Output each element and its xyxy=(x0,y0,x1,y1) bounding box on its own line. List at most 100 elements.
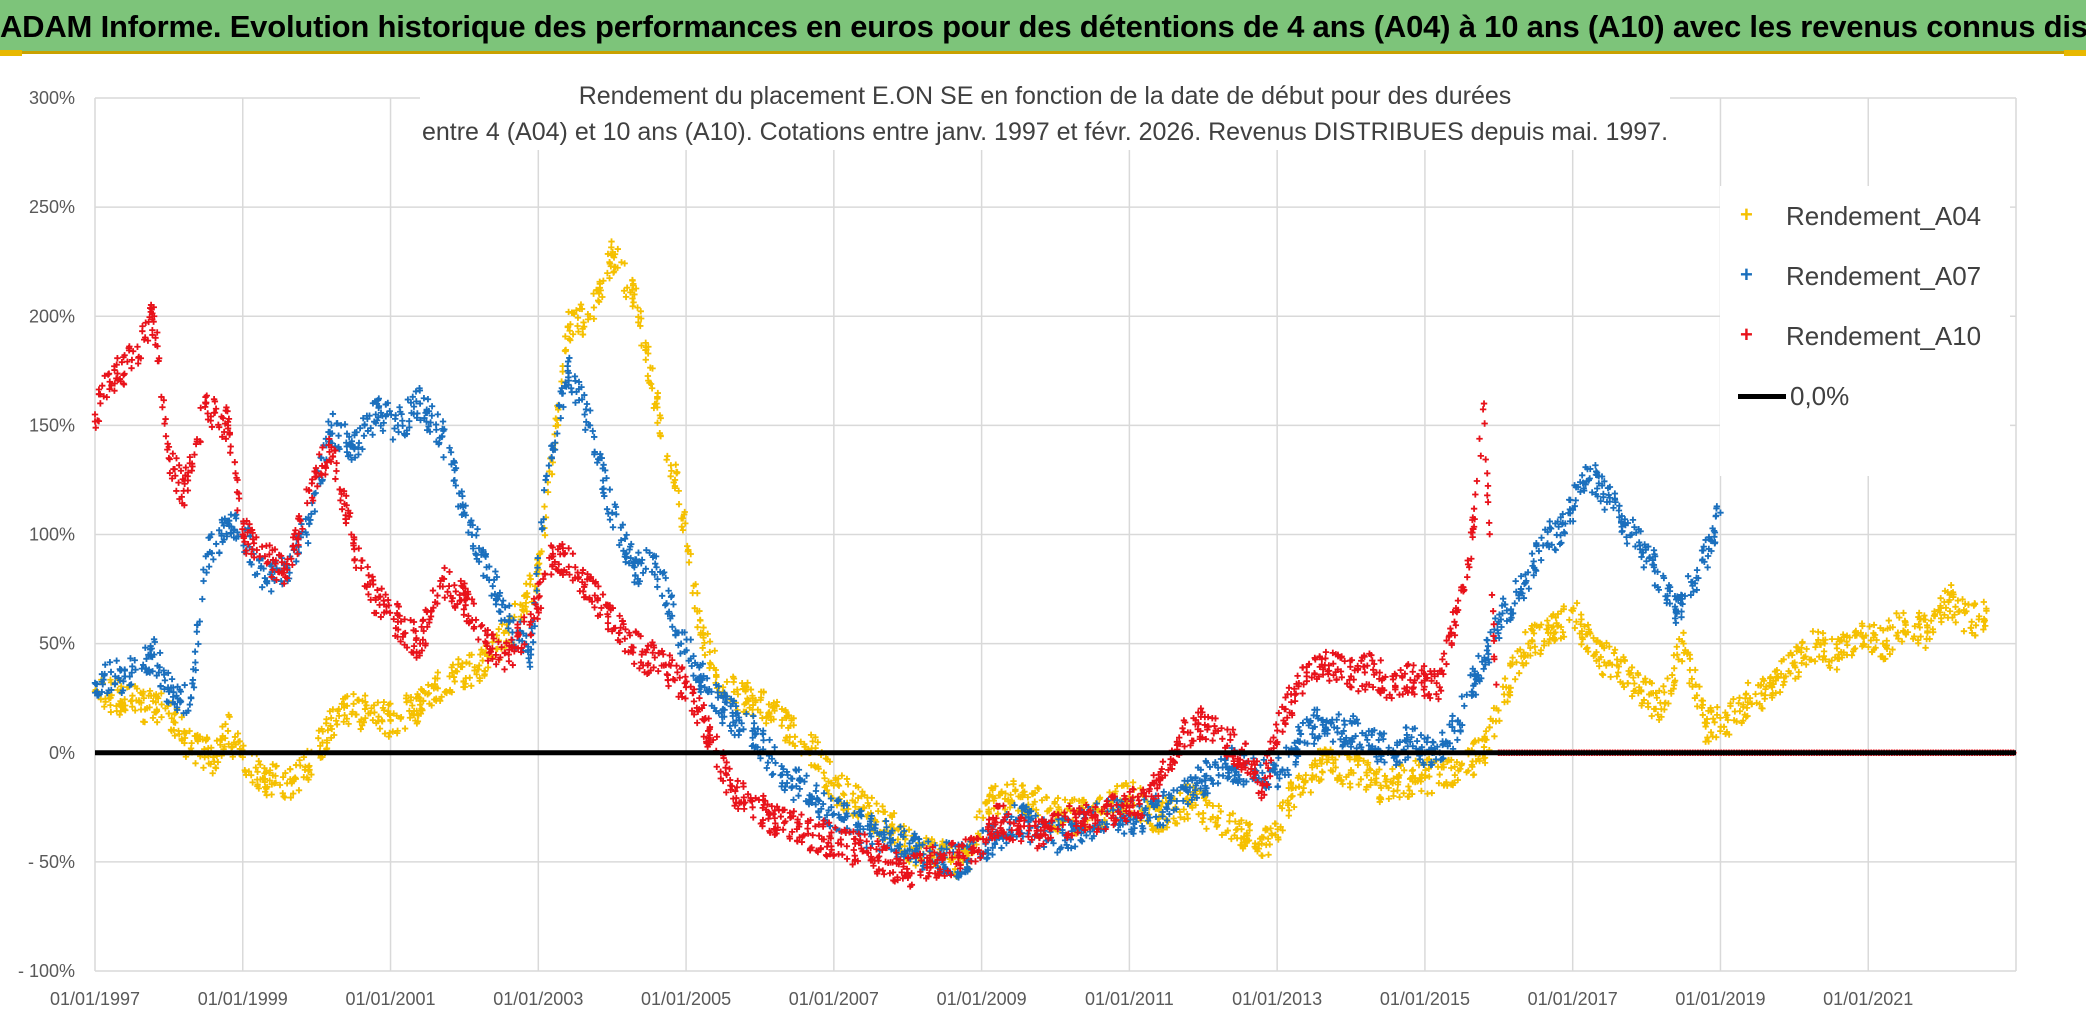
data-point xyxy=(1550,630,1558,637)
data-point xyxy=(1093,800,1100,807)
data-point xyxy=(793,782,800,790)
data-point xyxy=(573,388,580,396)
x-tick-label: 01/01/2015 xyxy=(1380,989,1470,1009)
data-point xyxy=(768,771,776,778)
data-point xyxy=(141,336,148,343)
data-point xyxy=(1297,730,1305,738)
data-point xyxy=(627,289,634,296)
data-point xyxy=(982,800,989,807)
data-point xyxy=(630,299,637,306)
data-point xyxy=(677,689,685,697)
data-point xyxy=(1189,791,1197,799)
data-point xyxy=(852,856,859,863)
data-point xyxy=(460,683,467,691)
data-point xyxy=(1408,767,1416,775)
data-point xyxy=(1163,824,1171,831)
data-point xyxy=(1546,524,1554,531)
data-point xyxy=(580,323,588,330)
data-point xyxy=(397,618,405,625)
data-point xyxy=(385,701,392,709)
data-point xyxy=(719,719,726,727)
data-point xyxy=(782,734,790,741)
data-point xyxy=(694,590,701,597)
data-point xyxy=(771,831,778,838)
data-point xyxy=(325,428,332,436)
data-point xyxy=(369,431,376,438)
data-point xyxy=(269,761,276,768)
data-point xyxy=(1735,699,1742,707)
data-point xyxy=(263,785,270,792)
data-point xyxy=(438,433,445,441)
data-point xyxy=(128,356,136,364)
data-point xyxy=(343,715,351,722)
data-point xyxy=(177,698,185,705)
data-point xyxy=(658,647,666,655)
data-point xyxy=(1323,717,1330,724)
data-point xyxy=(120,353,127,361)
data-point xyxy=(854,794,862,802)
data-point xyxy=(1183,787,1191,794)
data-point xyxy=(360,432,368,439)
header-banner: ADAM Informe. Evolution historique des p… xyxy=(0,0,2086,54)
data-point xyxy=(821,775,828,782)
data-point xyxy=(1363,769,1370,776)
data-point xyxy=(1710,527,1718,535)
data-point xyxy=(736,727,743,735)
data-point xyxy=(1579,479,1587,487)
data-point xyxy=(551,558,559,566)
data-point xyxy=(1552,546,1559,554)
data-point xyxy=(361,421,368,428)
data-point xyxy=(1664,585,1672,592)
data-point xyxy=(1334,724,1341,732)
data-point xyxy=(645,660,652,667)
data-point xyxy=(825,839,832,846)
data-point xyxy=(883,824,890,831)
data-point xyxy=(1952,619,1959,626)
data-point xyxy=(888,813,896,821)
data-point xyxy=(1139,828,1146,835)
data-point xyxy=(211,409,219,416)
data-point xyxy=(316,451,323,458)
data-point xyxy=(923,834,930,842)
data-point xyxy=(329,453,337,460)
data-point xyxy=(1603,639,1610,647)
data-point xyxy=(374,397,382,404)
data-point xyxy=(107,668,115,676)
data-point xyxy=(1619,527,1626,535)
data-point xyxy=(1680,629,1687,637)
data-point xyxy=(941,872,948,879)
data-point xyxy=(782,783,789,790)
data-point xyxy=(1206,763,1214,771)
data-point xyxy=(192,440,200,448)
data-point xyxy=(111,673,119,680)
data-point xyxy=(187,695,195,702)
data-point xyxy=(1873,636,1880,644)
data-point xyxy=(1787,670,1794,677)
data-point xyxy=(1577,488,1584,495)
data-point xyxy=(1545,622,1552,629)
data-point xyxy=(815,832,823,839)
data-point xyxy=(1357,776,1365,783)
data-point xyxy=(863,849,871,856)
data-point xyxy=(1358,744,1365,751)
data-point xyxy=(1971,600,1978,607)
data-point xyxy=(760,727,767,734)
data-point xyxy=(1862,632,1870,639)
data-point xyxy=(1456,721,1464,728)
data-point xyxy=(616,612,623,620)
data-point xyxy=(421,414,428,422)
data-point xyxy=(273,565,280,572)
data-point xyxy=(525,655,532,662)
data-point xyxy=(1561,530,1568,537)
data-point xyxy=(534,564,541,571)
data-point xyxy=(535,580,542,588)
data-point xyxy=(146,704,153,711)
data-point xyxy=(91,418,99,425)
data-point xyxy=(688,707,696,714)
data-point xyxy=(701,639,708,647)
data-point xyxy=(1707,729,1715,736)
data-point xyxy=(410,618,418,626)
data-point xyxy=(647,642,655,649)
data-point xyxy=(495,656,502,663)
data-point xyxy=(882,817,890,825)
